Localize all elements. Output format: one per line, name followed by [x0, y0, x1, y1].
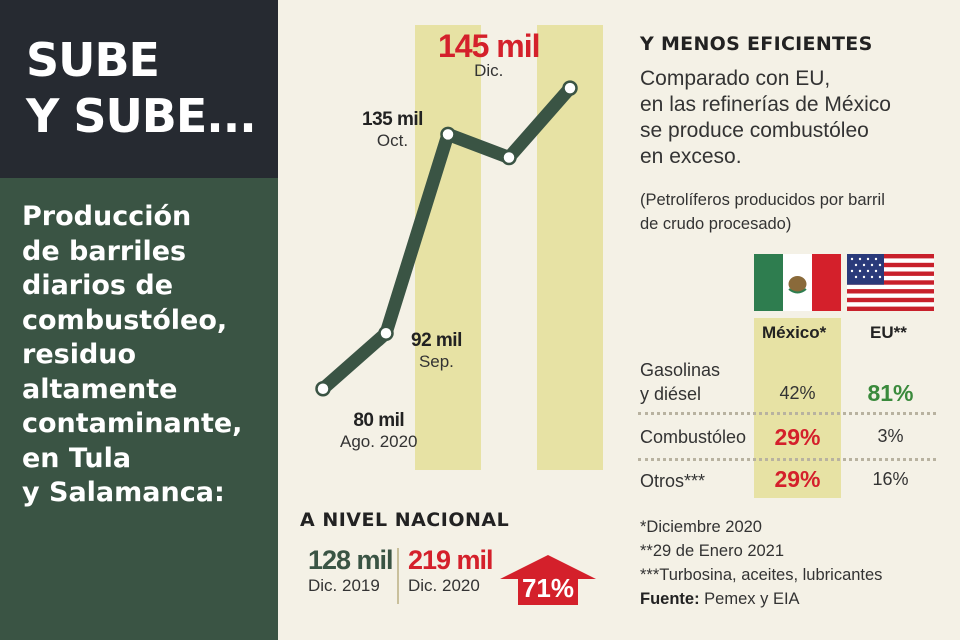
usa-flag-icon — [847, 254, 934, 311]
subtitle-line: diarios de — [22, 270, 174, 301]
point-date: Dic. — [474, 61, 504, 80]
highlight-band-2 — [415, 25, 481, 470]
national-divider — [397, 548, 399, 604]
highlight-band-4 — [537, 25, 603, 470]
footnotes: *Diciembre 2020 **29 de Enero 2021 ***Tu… — [640, 515, 882, 611]
mexico-flag-icon — [754, 254, 841, 311]
column-header-mexico: México* — [762, 323, 827, 342]
comparison-panel: Y MENOS EFICIENTES Comparado con EU, en … — [610, 0, 960, 640]
description-line: en exceso. — [640, 145, 742, 168]
row-label-line: Otros*** — [640, 471, 706, 491]
subtitle-line: residuo — [22, 339, 137, 370]
subtitle-line: altamente — [22, 373, 178, 405]
row-label-gasolinas: Gasolinas y diésel — [640, 358, 720, 406]
column-header-eu: EU** — [870, 323, 907, 342]
subtitle: Producción de barriles diarios de combus… — [22, 200, 242, 511]
source-value: Pemex y EIA — [699, 590, 800, 608]
title-panel: SUBE Y SUBE... — [0, 0, 278, 178]
main-title-line: Y SUBE... — [26, 89, 257, 143]
national-title: A NIVEL NACIONAL — [300, 509, 510, 531]
data-point-3 — [501, 149, 517, 166]
footnote-line: **29 de Enero 2021 — [640, 542, 785, 560]
description-line: se produce combustóleo — [640, 119, 869, 142]
source-label: Fuente: — [640, 590, 700, 608]
point-value: 80 mil — [353, 410, 405, 431]
data-point-4 — [562, 80, 578, 96]
national-after-date: Dic. 2020 — [408, 576, 480, 595]
point-label-dic: 145 mil Dic. — [438, 28, 541, 81]
cell-mexico-gasolinas: 42% — [779, 383, 816, 403]
data-point-0 — [315, 381, 331, 397]
row-separator — [638, 458, 936, 461]
note-line: de crudo procesado) — [640, 215, 792, 233]
line-chart-svg — [315, 25, 603, 470]
production-chart: 80 mil Ago. 2020 92 mil Sep. 135 mil Oct… — [278, 0, 610, 500]
subtitle-line: y Salamanca: — [22, 477, 225, 508]
description-line: Comparado con EU, — [640, 67, 831, 90]
row-label-combustoleo: Combustóleo — [640, 425, 746, 449]
national-before-value: 128 mil — [308, 545, 394, 575]
point-value: 145 mil — [438, 28, 541, 64]
comparison-description: Comparado con EU, en las refinerías de M… — [640, 66, 891, 170]
national-before-date: Dic. 2019 — [308, 576, 380, 595]
subtitle-line: contaminante, — [22, 408, 243, 439]
row-separator — [638, 412, 936, 415]
cell-mexico-combustoleo: 29% — [774, 424, 821, 450]
point-label-ago: 80 mil Ago. 2020 — [340, 410, 418, 452]
row-label-line: Combustóleo — [640, 427, 747, 447]
note-line: (Petrolíferos producidos por barril — [640, 191, 885, 209]
main-title: SUBE Y SUBE... — [26, 32, 257, 144]
point-label-oct: 135 mil Oct. — [362, 109, 423, 151]
data-point-1 — [378, 325, 394, 341]
up-arrow-icon: 71% — [500, 555, 596, 605]
subtitle-line: en Tula — [22, 442, 132, 474]
point-value: 92 mil — [411, 330, 462, 351]
footnote-line: ***Turbosina, aceites, lubricantes — [640, 566, 883, 584]
national-after: 219 mil Dic. 2020 — [408, 545, 494, 596]
row-label-line: y diésel — [640, 384, 702, 404]
source-line: Fuente: Pemex y EIA — [640, 587, 882, 611]
footnote-line: *Diciembre 2020 — [640, 518, 762, 536]
subtitle-line: de barriles — [22, 235, 187, 267]
comparison-note: (Petrolíferos producidos por barril de c… — [640, 188, 885, 236]
row-label-line: Gasolinas — [640, 360, 721, 380]
national-change: 71% — [522, 573, 574, 603]
subtitle-panel: Producción de barriles diarios de combus… — [0, 178, 278, 640]
cell-eu-otros: 16% — [872, 469, 909, 489]
cell-eu-combustoleo: 3% — [877, 426, 904, 446]
data-point-2 — [440, 126, 456, 143]
cell-eu-gasolinas: 81% — [867, 380, 914, 406]
mexico-column-highlight — [754, 318, 841, 498]
subtitle-line: combustóleo, — [22, 304, 228, 336]
national-before: 128 mil Dic. 2019 — [308, 545, 394, 596]
national-after-value: 219 mil — [408, 545, 494, 575]
subtitle-line: Producción — [22, 201, 192, 232]
point-value: 135 mil — [362, 109, 423, 130]
description-line: en las refinerías de México — [640, 93, 891, 116]
cell-mexico-otros: 29% — [774, 466, 821, 492]
point-date: Ago. 2020 — [340, 432, 418, 451]
point-date: Oct. — [376, 131, 409, 150]
point-label-sep: 92 mil Sep. — [411, 330, 462, 372]
point-date: Sep. — [418, 352, 454, 371]
row-label-otros: Otros*** — [640, 469, 705, 493]
main-title-line: SUBE — [26, 33, 160, 87]
comparison-title: Y MENOS EFICIENTES — [640, 33, 873, 55]
